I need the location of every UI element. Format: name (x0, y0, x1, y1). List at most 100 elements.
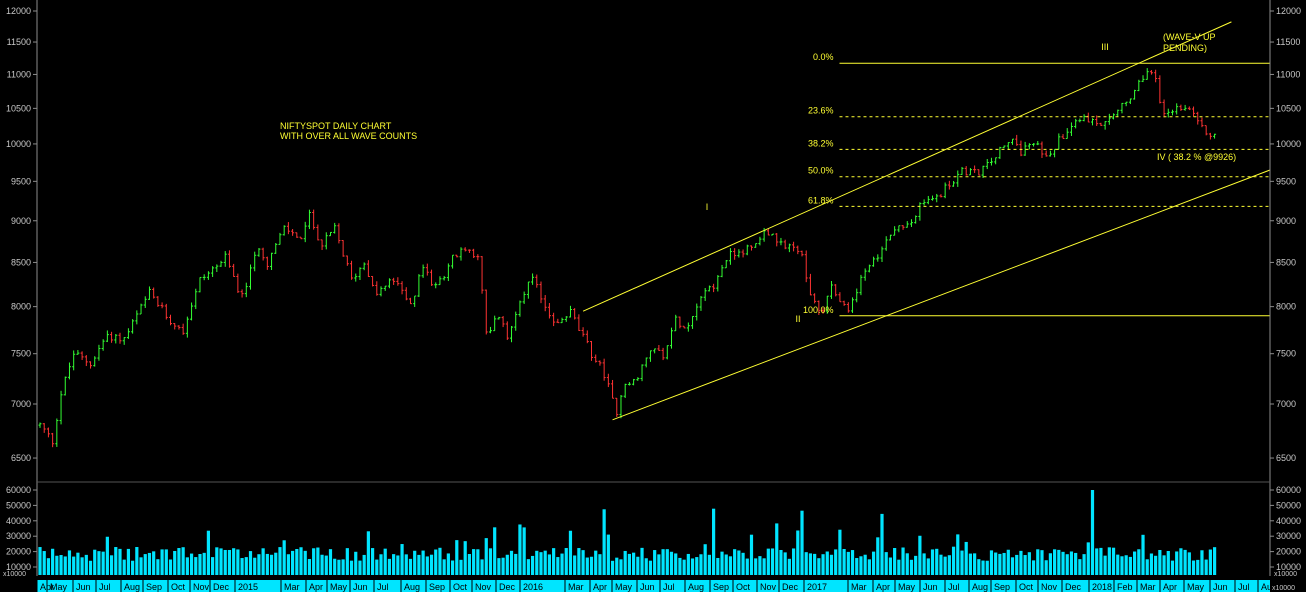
volume-tick-left: 10000 (6, 562, 31, 572)
price-tick-left: 9500 (11, 176, 31, 186)
x-tick-label: 2016 (523, 582, 543, 592)
volume-bar (126, 548, 131, 575)
volume-bar (901, 547, 905, 575)
volume-bar (232, 548, 236, 575)
volume-bar (1099, 547, 1103, 575)
volume-bar (1137, 549, 1141, 575)
volume-bar (375, 559, 379, 575)
price-tick-right: 11000 (1276, 69, 1300, 79)
volume-bar (564, 548, 568, 575)
x-tick-label: Sep (146, 582, 162, 592)
x-tick-label: 2018 (1092, 582, 1112, 592)
volume-bars (38, 490, 1217, 575)
volume-bar (880, 513, 884, 575)
volume-bar (981, 560, 985, 575)
volume-bar (598, 554, 602, 575)
volume-bar (349, 560, 354, 575)
x-tick-label: Aug (124, 582, 140, 592)
volume-bar (84, 554, 88, 575)
volume-bar (1179, 548, 1183, 575)
volume-bar (526, 559, 530, 575)
volume-bar (1090, 490, 1095, 575)
volume-bar (762, 558, 766, 575)
volume-bar (918, 535, 922, 575)
volume-bar (825, 551, 829, 575)
price-tick-right: 10000 (1276, 139, 1301, 149)
volume-bar (661, 549, 665, 575)
volume-bar (568, 530, 573, 575)
fib-label: 38.2% (808, 138, 834, 148)
volume-bar (724, 554, 728, 575)
volume-bar (606, 534, 610, 575)
volume-bar (783, 552, 787, 575)
volume-bar (1019, 550, 1023, 575)
volume-bar (1074, 552, 1078, 575)
volume-bar (55, 555, 59, 575)
volume-bar (505, 554, 509, 575)
volume-bar (871, 551, 876, 575)
volume-bar (168, 559, 173, 575)
volume-bar (707, 554, 711, 575)
volume-bar (897, 559, 901, 575)
volume-bar (282, 540, 286, 575)
volume-bar (770, 548, 775, 575)
volume-bar (695, 557, 699, 575)
volume-bar (947, 555, 951, 575)
fib-label: 23.6% (808, 106, 834, 116)
volume-bar (922, 553, 926, 575)
annotation-5: IV ( 38.2 % @9926) (1157, 152, 1236, 162)
volume-bar (1082, 554, 1086, 575)
volume-bar (1154, 555, 1158, 575)
volume-bar (737, 550, 741, 575)
volume-bar (421, 550, 425, 575)
volume-bar (543, 550, 547, 575)
fib-label: 50.0% (808, 166, 834, 176)
annotation-7: PENDING) (1163, 43, 1207, 53)
volume-bar (320, 554, 324, 575)
volume-bar (530, 555, 535, 575)
volume-bar (160, 549, 164, 575)
price-tick-left: 7000 (11, 399, 31, 409)
x-tick-label: Jun (353, 582, 368, 592)
volume-bar (581, 550, 585, 575)
volume-bar (977, 559, 981, 575)
volume-bar (442, 559, 446, 575)
volume-bar (636, 556, 640, 575)
volume-bar (463, 541, 467, 575)
x-tick-label: Aug (972, 582, 988, 592)
x-tick-label: 2015 (238, 582, 258, 592)
volume-bar (850, 550, 855, 575)
volume-bar (1120, 556, 1124, 575)
price-tick-right: 8000 (1276, 302, 1296, 312)
volume-tick-left: 40000 (6, 516, 31, 526)
volume-bar (951, 546, 956, 575)
volume-bar (227, 549, 232, 575)
x-tick-label: Mar (851, 582, 867, 592)
volume-bar (686, 553, 690, 575)
volume-bar (413, 550, 417, 575)
volume-bar (968, 553, 973, 575)
volume-bar (206, 530, 210, 575)
volume-bar (1086, 542, 1090, 575)
x-tick-label: Jun (923, 582, 938, 592)
volume-bar (514, 553, 518, 575)
volume-bar (341, 559, 345, 575)
volume-bar (610, 560, 615, 575)
volume-bar (829, 554, 834, 575)
volume-bar (745, 558, 749, 575)
volume-bar (459, 559, 463, 575)
volume-bar (1158, 549, 1162, 575)
volume-bar (63, 556, 67, 575)
x-tick-label: Jul (1238, 582, 1250, 592)
volume-bar (194, 557, 198, 575)
volume-bar (501, 557, 505, 575)
volume-bar (973, 553, 977, 575)
volume-bar (1002, 552, 1006, 575)
volume-bar (716, 557, 720, 575)
volume-bar (88, 560, 93, 575)
price-tick-left: 7500 (11, 349, 31, 359)
volume-bar (484, 538, 488, 575)
price-tick-left: 10000 (6, 139, 31, 149)
volume-bar (147, 552, 152, 575)
x-tick-label: Aug (1261, 582, 1277, 592)
